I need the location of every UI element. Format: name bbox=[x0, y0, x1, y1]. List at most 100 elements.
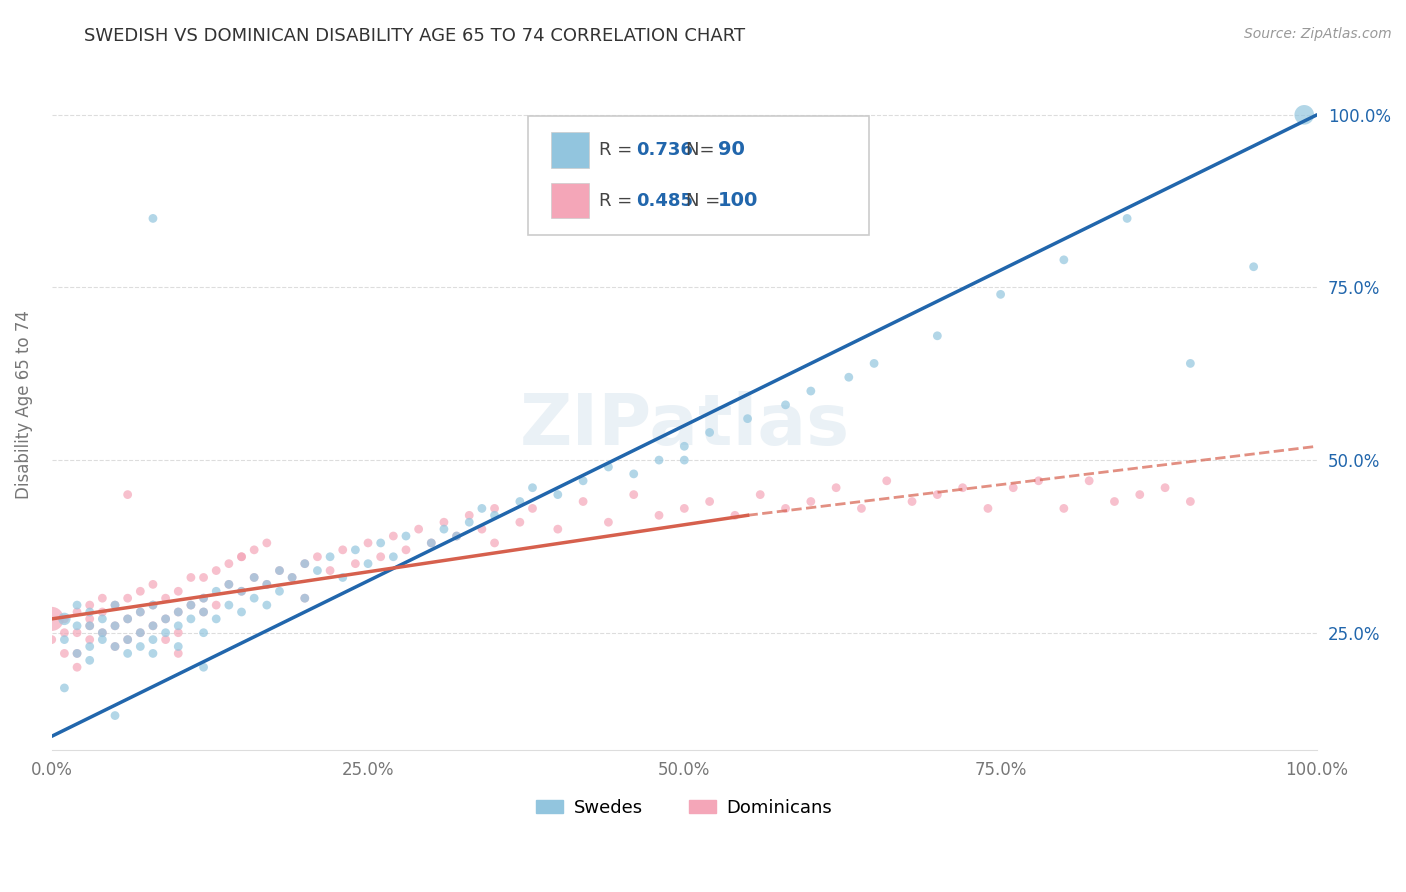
Point bbox=[205, 584, 228, 599]
Y-axis label: Disability Age 65 to 74: Disability Age 65 to 74 bbox=[15, 310, 32, 500]
Point bbox=[471, 501, 494, 516]
Point bbox=[129, 584, 152, 599]
Point bbox=[117, 612, 139, 626]
Point bbox=[142, 619, 165, 633]
Point bbox=[129, 605, 152, 619]
Point bbox=[193, 660, 215, 674]
Point bbox=[180, 570, 202, 584]
Point bbox=[446, 529, 468, 543]
Point bbox=[294, 591, 316, 606]
Point bbox=[79, 605, 101, 619]
Text: N =: N = bbox=[686, 192, 725, 210]
Point bbox=[623, 467, 645, 481]
Point bbox=[509, 494, 531, 508]
Text: R =: R = bbox=[599, 192, 637, 210]
Point bbox=[509, 515, 531, 529]
Point bbox=[79, 619, 101, 633]
Point bbox=[1294, 108, 1316, 122]
Point bbox=[294, 591, 316, 606]
Text: ZIPatlas: ZIPatlas bbox=[519, 391, 849, 460]
Point bbox=[91, 625, 114, 640]
Point bbox=[117, 612, 139, 626]
Point bbox=[269, 564, 291, 578]
Point bbox=[344, 542, 367, 557]
Point bbox=[1053, 501, 1076, 516]
Point bbox=[104, 640, 127, 654]
Point bbox=[104, 598, 127, 612]
Point bbox=[243, 570, 266, 584]
Point bbox=[256, 577, 278, 591]
Point bbox=[129, 640, 152, 654]
Point bbox=[673, 501, 696, 516]
Point bbox=[231, 584, 253, 599]
Point bbox=[256, 577, 278, 591]
Point bbox=[1129, 487, 1152, 501]
Point bbox=[180, 598, 202, 612]
Point bbox=[952, 481, 974, 495]
Point bbox=[155, 632, 177, 647]
Point bbox=[167, 584, 190, 599]
Point bbox=[673, 439, 696, 453]
Point bbox=[1243, 260, 1265, 274]
Point bbox=[193, 591, 215, 606]
Point bbox=[522, 481, 544, 495]
Point bbox=[104, 640, 127, 654]
Text: 90: 90 bbox=[718, 140, 745, 160]
Point bbox=[319, 564, 342, 578]
Point bbox=[193, 605, 215, 619]
Text: SWEDISH VS DOMINICAN DISABILITY AGE 65 TO 74 CORRELATION CHART: SWEDISH VS DOMINICAN DISABILITY AGE 65 T… bbox=[84, 27, 745, 45]
Point bbox=[155, 591, 177, 606]
Point bbox=[332, 542, 354, 557]
Point bbox=[307, 564, 329, 578]
Point bbox=[484, 501, 506, 516]
Point bbox=[53, 612, 76, 626]
Point bbox=[66, 625, 89, 640]
Point bbox=[446, 529, 468, 543]
Point bbox=[281, 570, 304, 584]
Point bbox=[66, 605, 89, 619]
Point bbox=[218, 598, 240, 612]
Point bbox=[522, 501, 544, 516]
Point bbox=[205, 612, 228, 626]
Point bbox=[990, 287, 1012, 301]
Point bbox=[142, 632, 165, 647]
Point bbox=[117, 632, 139, 647]
Point bbox=[243, 542, 266, 557]
Point bbox=[117, 591, 139, 606]
Point bbox=[382, 549, 405, 564]
Legend: Swedes, Dominicans: Swedes, Dominicans bbox=[529, 791, 839, 824]
Point bbox=[53, 632, 76, 647]
Point bbox=[117, 632, 139, 647]
Point bbox=[91, 625, 114, 640]
Point bbox=[648, 453, 671, 467]
Point bbox=[344, 557, 367, 571]
Point bbox=[648, 508, 671, 523]
Point bbox=[243, 570, 266, 584]
Point bbox=[41, 632, 63, 647]
Point bbox=[231, 549, 253, 564]
Point bbox=[1180, 356, 1202, 370]
Point bbox=[142, 577, 165, 591]
Point bbox=[876, 474, 898, 488]
Point bbox=[623, 487, 645, 501]
Point bbox=[977, 501, 1000, 516]
Point bbox=[1078, 474, 1101, 488]
Point bbox=[1116, 211, 1139, 226]
Point bbox=[547, 522, 569, 536]
Point bbox=[863, 356, 886, 370]
Point bbox=[256, 536, 278, 550]
Point bbox=[155, 612, 177, 626]
Point bbox=[256, 598, 278, 612]
Point bbox=[357, 536, 380, 550]
Point bbox=[927, 328, 949, 343]
Point bbox=[231, 549, 253, 564]
Point bbox=[91, 632, 114, 647]
Point bbox=[851, 501, 873, 516]
Point bbox=[66, 647, 89, 661]
Point bbox=[1028, 474, 1050, 488]
Point bbox=[370, 549, 392, 564]
Point bbox=[269, 564, 291, 578]
Point bbox=[458, 515, 481, 529]
Point bbox=[167, 605, 190, 619]
Point bbox=[53, 647, 76, 661]
